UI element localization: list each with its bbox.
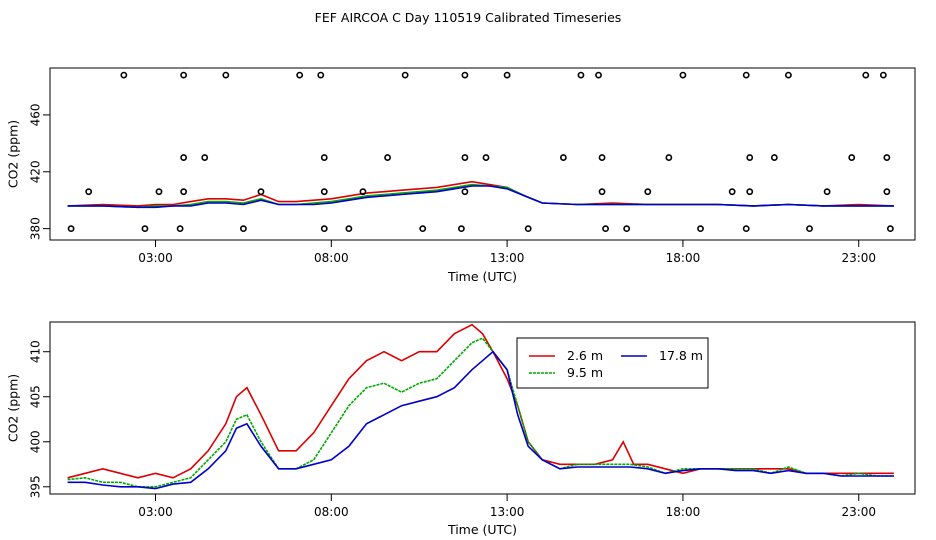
chart-title: FEF AIRCOA C Day 110519 Calibrated Times…	[315, 10, 622, 25]
y-tick-label: 395	[29, 475, 43, 498]
data-marker	[577, 71, 585, 79]
x-tick-label: 13:00	[490, 251, 525, 265]
data-marker	[848, 154, 856, 161]
data-marker	[317, 71, 325, 79]
plot-frame	[49, 67, 916, 241]
plot-frame	[49, 321, 916, 495]
data-marker	[883, 188, 891, 196]
y-tick-label: 405	[29, 385, 43, 408]
data-marker	[320, 188, 328, 196]
data-marker	[742, 71, 750, 79]
x-tick-label: 08:00	[314, 251, 349, 265]
data-marker	[401, 71, 409, 79]
x-tick-label: 08:00	[314, 505, 349, 519]
data-marker	[785, 71, 792, 79]
data-marker	[461, 188, 469, 196]
data-marker	[598, 188, 606, 196]
data-marker	[559, 154, 567, 161]
data-marker	[345, 225, 353, 233]
x-tick-label: 18:00	[666, 505, 701, 519]
y-axis-label: CO2 (ppm)	[6, 374, 21, 442]
data-marker	[155, 188, 163, 196]
data-marker	[176, 225, 184, 233]
series-line-26m	[67, 323, 894, 479]
x-tick-label: 18:00	[666, 251, 701, 265]
data-marker	[120, 71, 128, 79]
data-marker	[862, 71, 870, 79]
data-marker	[665, 154, 673, 161]
data-marker	[222, 71, 230, 79]
data-marker	[770, 154, 778, 161]
data-marker	[180, 154, 188, 161]
data-marker	[419, 225, 427, 233]
data-marker	[320, 225, 328, 233]
y-axis-label: CO2 (ppm)	[6, 120, 21, 188]
legend-label: 2.6 m	[567, 348, 603, 363]
data-marker	[201, 154, 209, 161]
y-tick-label: 420	[29, 160, 43, 183]
data-marker	[67, 225, 75, 233]
data-marker	[503, 71, 511, 79]
data-marker	[644, 188, 652, 196]
legend-label: 9.5 m	[567, 365, 603, 380]
x-tick-label: 23:00	[841, 251, 876, 265]
data-marker	[746, 154, 754, 161]
data-marker	[679, 71, 687, 79]
data-marker	[296, 71, 304, 79]
data-marker	[257, 188, 265, 196]
y-tick-label: 410	[29, 340, 43, 363]
y-tick-label: 460	[29, 103, 43, 126]
data-marker	[384, 154, 391, 161]
y-tick-label: 400	[29, 430, 43, 453]
data-marker	[524, 225, 532, 233]
y-tick-label: 380	[29, 217, 43, 240]
data-marker	[746, 188, 754, 196]
x-tick-label: 03:00	[138, 251, 173, 265]
data-marker	[141, 225, 149, 233]
data-marker	[239, 225, 247, 233]
x-axis-label: Time (UTC)	[447, 522, 517, 537]
data-marker	[180, 188, 188, 196]
data-marker	[886, 225, 894, 233]
data-marker	[697, 225, 704, 233]
data-marker	[461, 71, 469, 79]
data-marker	[883, 154, 891, 161]
data-marker	[85, 188, 93, 196]
series-line-178m	[67, 350, 894, 490]
data-marker	[728, 188, 736, 196]
x-axis-label: Time (UTC)	[447, 269, 517, 284]
data-marker	[595, 71, 602, 79]
data-marker	[823, 188, 831, 196]
data-marker	[806, 225, 813, 233]
data-marker	[742, 225, 750, 233]
data-marker	[623, 225, 631, 233]
legend-label: 17.8 m	[659, 348, 703, 363]
series-line-95m	[67, 337, 894, 488]
data-marker	[879, 71, 887, 79]
data-marker	[461, 154, 469, 161]
legend-box	[516, 337, 709, 389]
series-line-95m	[67, 183, 894, 209]
data-marker	[458, 225, 465, 233]
data-marker	[180, 71, 188, 79]
data-marker	[482, 154, 490, 161]
top-panel: 03:00 08:00 13:00 18:00 23:00 380 420 460 Time (…	[6, 67, 916, 284]
x-tick-label: 23:00	[841, 505, 876, 519]
bottom-panel: 03:00 08:00 13:00 18:00 23:00 395 400 405 410 Tim…	[6, 321, 916, 537]
data-marker	[320, 154, 328, 161]
x-tick-label: 03:00	[138, 505, 173, 519]
data-marker	[598, 154, 606, 161]
x-tick-label: 13:00	[490, 505, 525, 519]
series-line-178m	[67, 185, 894, 209]
data-marker	[602, 225, 609, 233]
data-marker	[359, 188, 367, 196]
